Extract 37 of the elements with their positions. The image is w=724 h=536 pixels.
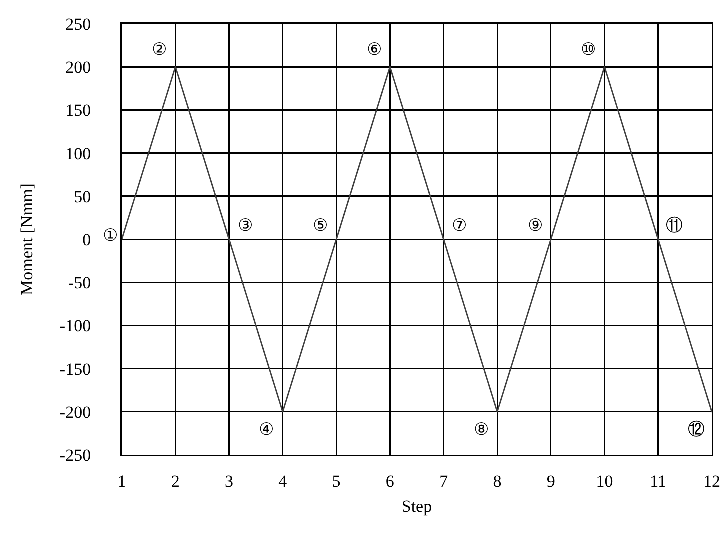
x-tick-label: 5	[332, 472, 341, 491]
annotation: ④	[259, 420, 274, 439]
y-tick-label: 150	[66, 101, 92, 120]
x-tick-label: 6	[386, 472, 394, 491]
x-tick-label: 8	[493, 472, 502, 491]
annotation: ⑧	[474, 420, 489, 439]
y-tick-label: 250	[66, 14, 92, 34]
x-tick-label: 11	[650, 472, 667, 491]
x-tick-label: 4	[278, 472, 288, 491]
annotation: ②	[152, 40, 167, 59]
annotation: ③	[238, 216, 253, 235]
annotation: ⑥	[367, 40, 382, 59]
x-tick-label: 9	[546, 472, 556, 491]
annotation: ⑤	[313, 216, 328, 235]
y-tick-label: 50	[74, 187, 92, 206]
y-tick-label: -200	[60, 402, 92, 422]
annotation: ⑩	[581, 40, 596, 59]
y-tick-label: -250	[60, 446, 92, 465]
y-tick-label: -50	[68, 274, 92, 293]
x-tick-label: 1	[118, 472, 126, 491]
y-tick-label: 200	[66, 58, 92, 78]
annotation: ⑨	[528, 216, 543, 235]
annotation: ⑪	[666, 216, 683, 235]
x-axis-title: Step	[402, 497, 432, 516]
y-tick-label: -100	[60, 316, 92, 336]
x-tick-label: 12	[704, 472, 720, 491]
annotation: ⑦	[452, 216, 467, 235]
y-axis-title: Moment [Nmm]	[18, 184, 37, 296]
y-tick-label: 100	[66, 144, 92, 164]
x-tick-label: 2	[171, 472, 180, 491]
x-tick-label: 7	[440, 472, 449, 491]
y-tick-label: -150	[60, 360, 92, 379]
annotation: ①	[103, 226, 118, 245]
x-tick-label: 10	[596, 472, 614, 491]
annotation: ⑫	[688, 420, 705, 439]
y-tick-label: 0	[82, 230, 92, 250]
x-tick-label: 3	[225, 472, 234, 491]
